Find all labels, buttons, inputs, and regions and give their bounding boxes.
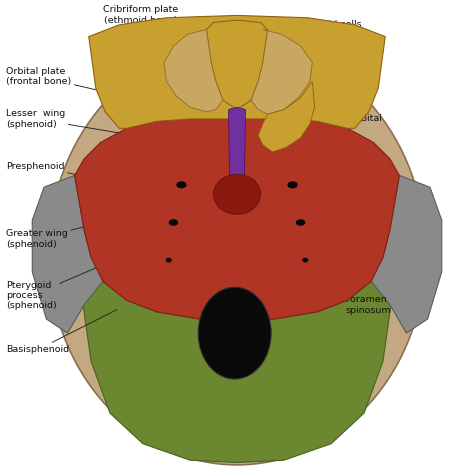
Polygon shape <box>96 263 378 322</box>
Text: Orbital plate
(frontal bone): Orbital plate (frontal bone) <box>6 67 140 100</box>
Text: Foramen
spinosum: Foramen spinosum <box>305 265 391 314</box>
Ellipse shape <box>287 181 298 189</box>
Polygon shape <box>251 29 312 114</box>
Text: Basisphenoid: Basisphenoid <box>6 310 117 354</box>
Text: Ethmoid cells: Ethmoid cells <box>268 20 362 72</box>
Text: Cribriform plate
(ethmoid bone): Cribriform plate (ethmoid bone) <box>103 5 211 63</box>
Text: Optic canal,
Superior orbital
fissure: Optic canal, Superior orbital fissure <box>272 104 382 147</box>
Polygon shape <box>228 107 246 204</box>
Polygon shape <box>82 229 392 463</box>
Polygon shape <box>164 29 223 112</box>
Ellipse shape <box>198 287 271 379</box>
Text: Presphenoid: Presphenoid <box>6 162 136 187</box>
Ellipse shape <box>169 219 178 226</box>
Text: Sphenoid sinus: Sphenoid sinus <box>272 60 370 95</box>
Text: Foramen
rotundum: Foramen rotundum <box>282 166 375 185</box>
Text: Foramen
ovale: Foramen ovale <box>303 222 387 247</box>
Polygon shape <box>258 81 315 152</box>
Ellipse shape <box>49 41 425 465</box>
Polygon shape <box>371 175 442 333</box>
Polygon shape <box>32 175 103 333</box>
Ellipse shape <box>302 258 308 263</box>
Text: Pterygoid
process
(sphenoid): Pterygoid process (sphenoid) <box>6 265 103 310</box>
Ellipse shape <box>176 181 187 189</box>
Ellipse shape <box>213 174 261 214</box>
Ellipse shape <box>296 219 305 226</box>
Polygon shape <box>206 20 268 110</box>
Ellipse shape <box>166 258 172 263</box>
Text: Greater wing
(sphenoid): Greater wing (sphenoid) <box>6 222 100 249</box>
Text: Lesser  wing
(sphenoid): Lesser wing (sphenoid) <box>6 109 134 135</box>
Polygon shape <box>74 119 400 322</box>
Polygon shape <box>89 15 385 128</box>
